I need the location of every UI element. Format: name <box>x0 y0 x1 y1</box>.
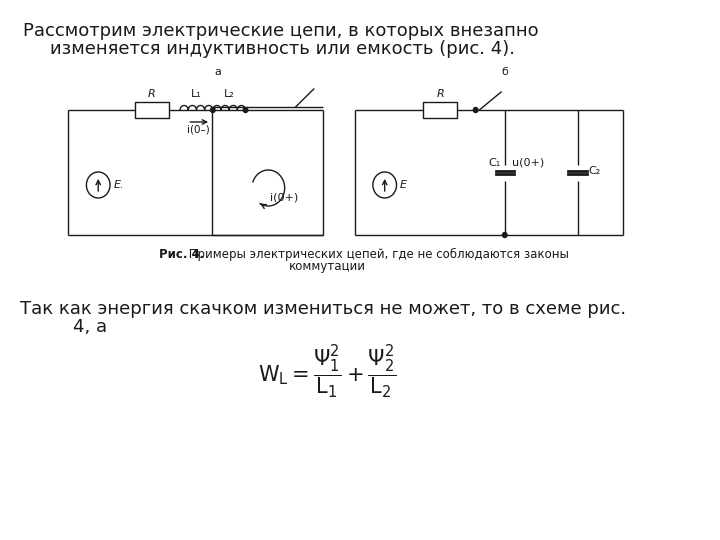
Text: C₁: C₁ <box>488 158 500 167</box>
Text: L₁: L₁ <box>191 89 202 99</box>
Circle shape <box>473 107 478 112</box>
Bar <box>423 102 457 118</box>
Circle shape <box>503 233 507 238</box>
Circle shape <box>210 107 215 112</box>
Text: a: a <box>215 67 222 77</box>
Text: изменяется индуктивность или емкость (рис. 4).: изменяется индуктивность или емкость (ри… <box>50 40 515 58</box>
Text: Рассмотрим электрические цепи, в которых внезапно: Рассмотрим электрические цепи, в которых… <box>23 22 539 40</box>
Text: i(0+): i(0+) <box>270 193 298 203</box>
Bar <box>135 102 169 118</box>
Text: C₂: C₂ <box>588 165 600 176</box>
Text: R: R <box>436 89 444 99</box>
Text: Так как энергия скачком измениться не может, то в схеме рис.: Так как энергия скачком измениться не мо… <box>20 300 626 318</box>
Circle shape <box>243 107 248 112</box>
Text: R: R <box>148 89 156 99</box>
Text: i(0–): i(0–) <box>187 125 210 135</box>
Text: Примеры электрических цепей, где не соблюдаются законы: Примеры электрических цепей, где не собл… <box>184 248 569 261</box>
Text: E: E <box>400 180 408 190</box>
Circle shape <box>86 172 110 198</box>
Text: u(0+): u(0+) <box>512 158 544 167</box>
Text: коммутации: коммутации <box>289 260 366 273</box>
Circle shape <box>373 172 397 198</box>
Text: L₂: L₂ <box>224 89 235 99</box>
Text: $\mathsf{W}_\mathsf{L} = \dfrac{\Psi_1^2}{\mathsf{L}_1} + \dfrac{\Psi_2^2}{\math: $\mathsf{W}_\mathsf{L} = \dfrac{\Psi_1^2… <box>258 343 397 401</box>
Text: б: б <box>501 67 508 77</box>
Text: Рис. 4.: Рис. 4. <box>159 248 204 261</box>
Text: E.: E. <box>114 180 124 190</box>
Text: 4, а: 4, а <box>50 318 107 336</box>
